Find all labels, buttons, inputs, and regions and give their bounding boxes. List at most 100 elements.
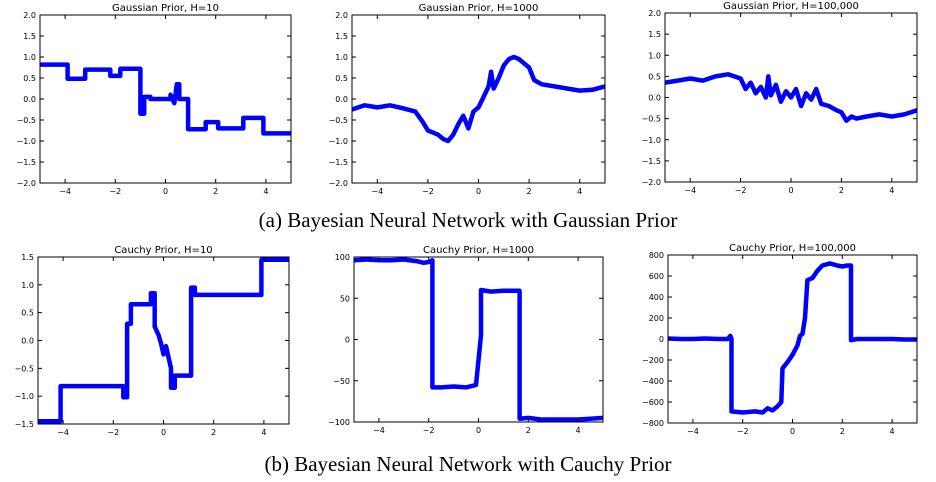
- x-tick-label: −2: [107, 428, 119, 437]
- y-tick-label: −2.0: [17, 179, 36, 188]
- chart-panel-6: Cauchy Prior, H=100,000 −4 −2 0 2 4 −800 −600 −4…: [642, 243, 918, 436]
- x-tick-label: 2: [211, 428, 216, 437]
- y-tick-label: 1.0: [648, 51, 661, 60]
- caption-cauchy-prior: (b) Bayesian Neural Network with Cauchy …: [264, 452, 672, 476]
- series-line: [665, 72, 917, 123]
- x-tick-label: −2: [423, 426, 435, 435]
- y-tick-label: −1.0: [17, 137, 36, 146]
- x-tick-label: −2: [735, 186, 747, 195]
- y-tick-label: 1.0: [23, 53, 36, 62]
- y-tick-label: −1.0: [329, 137, 348, 146]
- y-tick-label: −1.5: [15, 420, 34, 429]
- y-tick-label: 0.0: [23, 95, 36, 104]
- y-tick-label: −1.5: [329, 158, 348, 167]
- y-tick-label: 0.5: [21, 309, 34, 318]
- x-tick-label: −4: [59, 187, 71, 196]
- y-tick-label: −0.5: [329, 116, 348, 125]
- y-tick-label: 0.0: [21, 337, 34, 346]
- y-tick-label: −2.0: [642, 178, 661, 187]
- y-tick-label: 1.5: [335, 32, 348, 41]
- y-tick-label: 1.5: [648, 30, 661, 39]
- series-line: [352, 54, 605, 144]
- y-tick-label: −50: [333, 377, 350, 386]
- x-tick-label: −4: [371, 187, 383, 196]
- y-tick-label: 0.5: [335, 74, 348, 83]
- y-tick-label: 2.0: [23, 11, 36, 20]
- y-tick-label: 800: [649, 251, 664, 260]
- x-tick-label: −2: [737, 427, 749, 436]
- chart-title: Gaussian Prior, H=10: [112, 3, 219, 14]
- y-tick-label: −800: [642, 419, 664, 428]
- x-tick-label: 0: [476, 187, 481, 196]
- series-line: [40, 62, 291, 136]
- chart-title: Gaussian Prior, H=1000: [419, 3, 539, 14]
- y-tick-label: 0.0: [648, 94, 661, 103]
- x-tick-label: 4: [261, 428, 266, 437]
- x-tick-label: −2: [422, 187, 434, 196]
- y-tick-label: −600: [642, 398, 664, 407]
- y-tick-label: −1.5: [17, 158, 36, 167]
- x-tick-label: 4: [577, 187, 582, 196]
- axes-frame: [37, 256, 290, 425]
- y-tick-label: 1.0: [21, 281, 34, 290]
- y-tick-label: −2.0: [329, 179, 348, 188]
- axes-frame: [351, 14, 606, 184]
- x-tick-label: −4: [373, 426, 385, 435]
- chart-panel-4: Cauchy Prior, H=10 −4 −2 0 2 4 −1.5 −1.0 −0.5 0.0…: [15, 245, 290, 437]
- series-line: [668, 261, 917, 415]
- y-tick-label: 0.5: [648, 72, 661, 81]
- y-tick-label: 100: [335, 253, 350, 262]
- y-tick-label: 0.5: [23, 74, 36, 83]
- y-tick-label: −0.5: [17, 116, 36, 125]
- x-tick-label: 0: [476, 426, 481, 435]
- y-tick-label: 600: [649, 272, 664, 281]
- y-tick-label: −100: [328, 418, 350, 427]
- y-tick-label: −400: [642, 377, 664, 386]
- chart-title: Cauchy Prior, H=10: [114, 245, 212, 256]
- x-tick-label: 2: [526, 426, 531, 435]
- x-tick-label: 4: [889, 186, 894, 195]
- y-tick-label: 1.5: [21, 253, 34, 262]
- chart-panel-3: Gaussian Prior, H=100,000 −4 −2 0 2 4 −2.0 −1.5…: [642, 1, 918, 195]
- y-tick-label: 1.0: [335, 53, 348, 62]
- chart-panel-5: Cauchy Prior, H=1000 −4 −2 0 2 4 −100 −50 0 50 100: [328, 245, 604, 435]
- y-tick-label: 0.0: [335, 95, 348, 104]
- chart-title: Cauchy Prior, H=1000: [423, 245, 534, 256]
- x-tick-label: −4: [684, 186, 696, 195]
- x-tick-label: 4: [576, 426, 581, 435]
- x-tick-label: −2: [109, 187, 121, 196]
- x-tick-label: 2: [839, 186, 844, 195]
- x-tick-label: 4: [263, 187, 268, 196]
- x-tick-label: −4: [57, 428, 69, 437]
- x-tick-label: 0: [163, 187, 168, 196]
- y-tick-label: −0.5: [642, 115, 661, 124]
- y-tick-label: −200: [642, 356, 664, 365]
- y-tick-label: 2.0: [648, 9, 661, 18]
- x-tick-label: 0: [788, 186, 793, 195]
- x-tick-label: 2: [213, 187, 218, 196]
- x-tick-label: 2: [527, 187, 532, 196]
- y-tick-label: 2.0: [335, 11, 348, 20]
- y-tick-label: 1.5: [23, 32, 36, 41]
- x-tick-label: 0: [790, 427, 795, 436]
- x-tick-label: 0: [161, 428, 166, 437]
- chart-title: Gaussian Prior, H=100,000: [723, 1, 859, 12]
- y-tick-label: 0: [345, 336, 350, 345]
- y-tick-label: 400: [649, 293, 664, 302]
- y-tick-label: 200: [649, 314, 664, 323]
- x-tick-label: 4: [890, 427, 895, 436]
- chart-title: Cauchy Prior, H=100,000: [729, 243, 856, 254]
- y-tick-label: 0: [659, 335, 664, 344]
- series-line: [354, 257, 603, 422]
- x-tick-label: −4: [687, 427, 699, 436]
- y-tick-label: 50: [340, 294, 350, 303]
- x-tick-label: 2: [840, 427, 845, 436]
- y-tick-label: −0.5: [15, 364, 34, 373]
- series-line: [38, 257, 289, 424]
- chart-panel-2: Gaussian Prior, H=1000 −4 −2 0 2 4 −2.0 −1.5 −1.…: [329, 3, 606, 196]
- y-tick-label: −1.0: [642, 136, 661, 145]
- caption-gaussian-prior: (a) Bayesian Neural Network with Gaussia…: [258, 208, 678, 232]
- y-tick-label: −1.5: [642, 157, 661, 166]
- y-tick-label: −1.0: [15, 392, 34, 401]
